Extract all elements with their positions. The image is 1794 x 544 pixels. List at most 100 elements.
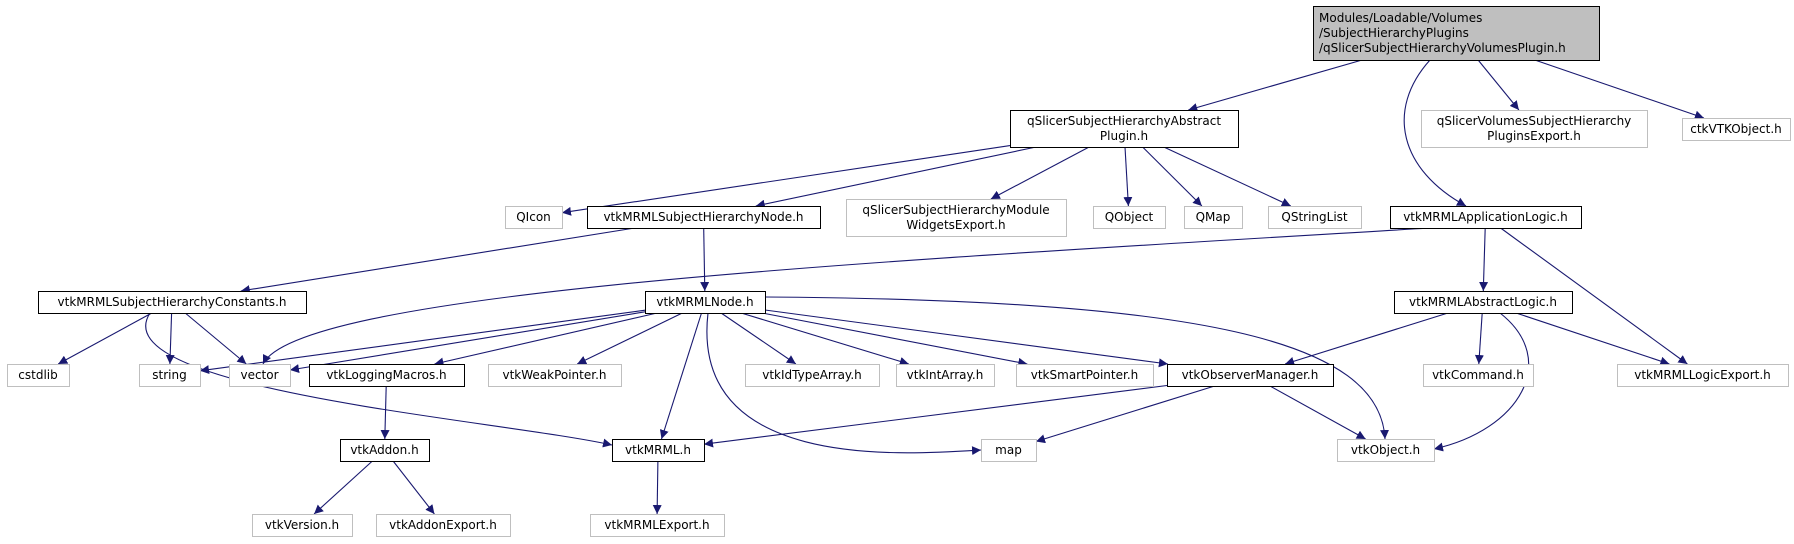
- node-loggingMacros[interactable]: vtkLoggingMacros.h: [309, 364, 465, 387]
- node-label: vtkIntArray.h: [907, 368, 984, 382]
- node-box: [1421, 110, 1648, 148]
- node-box: [1184, 206, 1243, 229]
- node-label: vector: [240, 368, 278, 382]
- edge-abstractPlugin-to-QStringList: [1163, 146, 1292, 207]
- node-QMap: QMap: [1184, 206, 1243, 229]
- node-box: [1268, 206, 1362, 229]
- edge-abstractPlugin-to-moduleWidgetsExport: [990, 146, 1090, 200]
- node-label: QObject: [1105, 210, 1154, 224]
- node-version: vtkVersion.h: [252, 514, 353, 537]
- node-volExport: qSlicerVolumesSubjectHierarchyPluginsExp…: [1421, 110, 1648, 148]
- node-addon[interactable]: vtkAddon.h: [340, 439, 430, 462]
- node-box: [612, 439, 705, 462]
- node-label: vtkAddon.h: [350, 443, 418, 457]
- node-label: vtkWeakPointer.h: [502, 368, 606, 382]
- node-box: [645, 291, 766, 314]
- node-idTypeArray: vtkIdTypeArray.h: [745, 364, 880, 387]
- node-label: Modules/Loadable/Volumes: [1319, 11, 1482, 25]
- edge-appLogic-to-logicExport: [1500, 227, 1688, 365]
- node-intArray: vtkIntArray.h: [896, 364, 995, 387]
- edge-mrmlNode-to-vtkObject: [764, 296, 1390, 440]
- node-abstractLogic[interactable]: vtkMRMLAbstractLogic.h: [1394, 291, 1573, 314]
- node-box: [252, 514, 353, 537]
- node-label: vtkSmartPointer.h: [1031, 368, 1138, 382]
- node-observerManager[interactable]: vtkObserverManager.h: [1167, 364, 1334, 387]
- node-label: vtkAddonExport.h: [389, 518, 497, 532]
- node-QObject: QObject: [1093, 206, 1166, 229]
- edge-mrmlNode-to-map: [706, 312, 982, 456]
- node-label: vtkMRML.h: [625, 443, 691, 457]
- node-box: [1394, 291, 1573, 314]
- node-addonExport: vtkAddonExport.h: [376, 514, 511, 537]
- edge-root-to-abstractPlugin: [1188, 59, 1363, 112]
- node-box: [340, 439, 430, 462]
- edge-observerManager-to-mrml: [703, 384, 1168, 448]
- node-label: QIcon: [516, 210, 551, 224]
- node-box: [981, 439, 1037, 462]
- node-label: /SubjectHierarchyPlugins: [1319, 26, 1469, 40]
- node-box: [1010, 110, 1239, 148]
- node-label: vtkVersion.h: [265, 518, 339, 532]
- node-appLogic[interactable]: vtkMRMLApplicationLogic.h: [1390, 206, 1582, 229]
- node-box: [745, 364, 880, 387]
- node-box: [309, 364, 465, 387]
- edge-observerManager-to-map: [1035, 385, 1215, 444]
- edge-mrmlNode-to-observerManager: [764, 309, 1168, 368]
- node-label: map: [995, 443, 1022, 457]
- node-label: QStringList: [1281, 210, 1348, 224]
- node-box: [896, 364, 995, 387]
- node-smartPointer: vtkSmartPointer.h: [1016, 364, 1154, 387]
- node-label: vtkObject.h: [1351, 443, 1420, 457]
- edge-abstractLogic-to-logicExport: [1515, 312, 1670, 366]
- node-label: vtkLoggingMacros.h: [326, 368, 446, 382]
- node-label: qSlicerSubjectHierarchyModule: [862, 203, 1049, 217]
- node-box: [1682, 118, 1791, 141]
- node-box: [1093, 206, 1166, 229]
- node-box: [590, 514, 725, 537]
- edge-mrml-to-mrmlExport: [652, 460, 662, 515]
- node-label: Plugin.h: [1100, 129, 1148, 143]
- node-label: vtkMRMLNode.h: [656, 295, 753, 309]
- edge-appLogic-to-abstractLogic: [1479, 227, 1489, 292]
- node-label: PluginsExport.h: [1487, 129, 1581, 143]
- node-box: [1617, 364, 1789, 387]
- node-string: string: [139, 364, 201, 387]
- edge-addon-to-version: [313, 460, 373, 515]
- edge-appLogic-to-vector: [262, 227, 1431, 365]
- node-label: /qSlicerSubjectHierarchyVolumesPlugin.h: [1319, 41, 1566, 55]
- node-cstdlib: cstdlib: [7, 364, 70, 387]
- node-label: qSlicerSubjectHierarchyAbstract: [1027, 114, 1221, 128]
- node-label: ctkVTKObject.h: [1690, 122, 1782, 136]
- nodes-layer: Modules/Loadable/Volumes/SubjectHierarch…: [7, 6, 1791, 537]
- edge-shNode-to-mrmlNode: [700, 227, 710, 292]
- node-label: vtkIdTypeArray.h: [762, 368, 862, 382]
- node-label: qSlicerVolumesSubjectHierarchy: [1437, 114, 1632, 128]
- edge-mrmlNode-to-weakPointer: [576, 312, 683, 365]
- node-label: vtkObserverManager.h: [1182, 368, 1319, 382]
- edge-mrmlNode-to-string: [199, 309, 646, 375]
- edge-root-to-volExport: [1477, 59, 1520, 111]
- node-box: [505, 206, 563, 229]
- node-shConstants[interactable]: vtkMRMLSubjectHierarchyConstants.h: [38, 291, 307, 314]
- node-mrml[interactable]: vtkMRML.h: [612, 439, 705, 462]
- edge-shConstants-to-mrml: [145, 312, 613, 448]
- node-root[interactable]: Modules/Loadable/Volumes/SubjectHierarch…: [1313, 6, 1600, 61]
- node-label: QMap: [1196, 210, 1231, 224]
- node-box: [1423, 364, 1534, 387]
- edge-abstractPlugin-to-QMap: [1142, 146, 1203, 207]
- node-label: WidgetsExport.h: [906, 218, 1005, 232]
- node-box: [1313, 6, 1600, 61]
- node-box: [229, 364, 291, 387]
- edge-mrmlNode-to-vector: [289, 311, 646, 373]
- node-ctkVTKObject: ctkVTKObject.h: [1682, 118, 1791, 141]
- node-box: [139, 364, 201, 387]
- edge-root-to-appLogic: [1403, 59, 1467, 207]
- node-label: vtkMRMLSubjectHierarchyConstants.h: [58, 295, 287, 309]
- node-box: [38, 291, 307, 314]
- node-mrmlNode[interactable]: vtkMRMLNode.h: [645, 291, 766, 314]
- node-box: [1337, 439, 1435, 462]
- node-moduleWidgetsExport: qSlicerSubjectHierarchyModuleWidgetsExpo…: [846, 199, 1067, 237]
- node-shNode[interactable]: vtkMRMLSubjectHierarchyNode.h: [587, 206, 821, 229]
- edge-abstractPlugin-to-QIcon: [561, 145, 1011, 216]
